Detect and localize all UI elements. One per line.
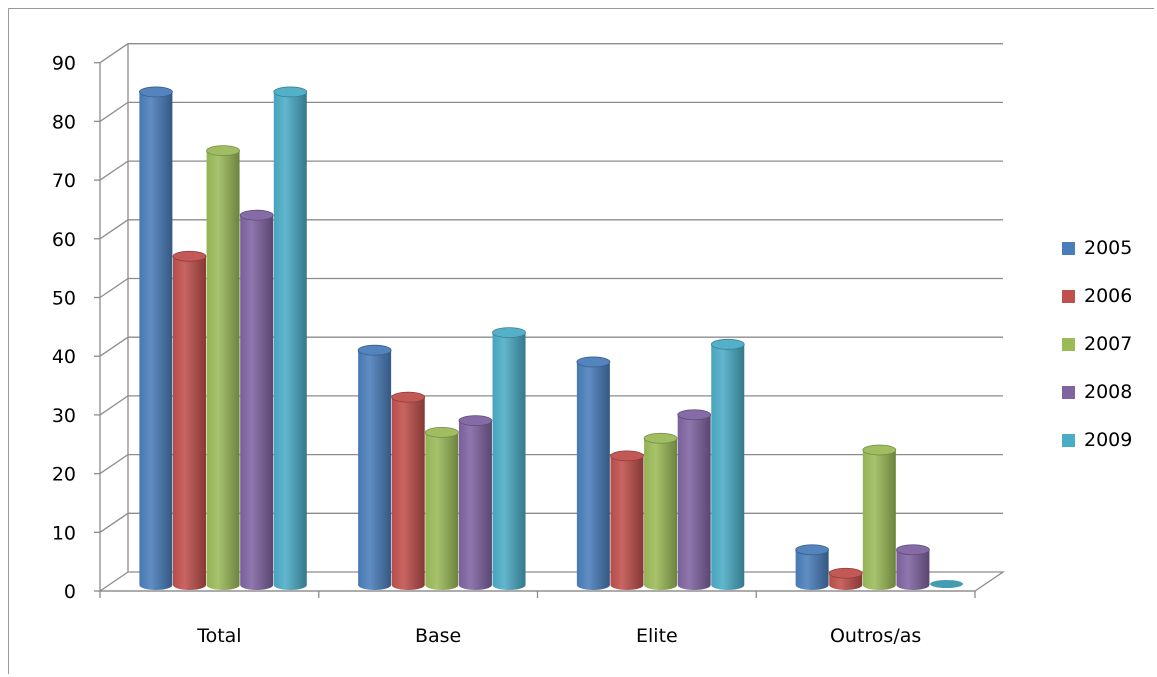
bar-top [862,444,897,456]
bar-body [358,350,392,590]
bar-body [492,332,526,590]
bar-body [644,438,678,590]
y-tick-label: 20 [52,464,76,486]
bar [896,544,930,590]
bar [138,86,173,591]
bar [828,567,863,590]
legend-swatch [1062,242,1075,255]
legend-swatch [1062,434,1075,447]
bar [424,426,459,590]
bar-body [795,549,829,590]
y-tick-label: 60 [52,229,76,251]
legend-item: 2006 [1062,285,1132,307]
category-label: Elite [636,625,678,647]
y-axis: 0 10 20 30 40 50 60 70 80 90 [52,53,101,603]
bar [172,250,207,590]
y-tick-label: 40 [52,346,76,368]
legend-item: 2009 [1062,429,1132,451]
category-label: Base [415,625,461,647]
bar-top [357,344,392,356]
bar [677,409,712,590]
y-tick-label: 10 [52,522,76,544]
bar-top [677,409,712,421]
y-tick-label: 30 [52,405,76,427]
bar [610,450,644,590]
bar-top [172,250,207,262]
bar [391,391,426,590]
legend-item: 2008 [1062,381,1132,403]
bar-body [610,455,644,590]
bar-body [862,449,896,590]
legend-label: 2007 [1084,333,1132,355]
legend-swatch [1062,290,1075,303]
y-tick-label: 90 [52,53,76,75]
bar [862,444,897,590]
y-tick-label: 0 [64,581,76,603]
gridline [99,277,1003,299]
bar-body [711,344,745,590]
bar-top [828,567,863,579]
bar-top [896,544,930,556]
bar-top [424,426,459,438]
y-tick-label: 50 [52,288,76,310]
bar-top [610,450,644,462]
gridline [99,160,1003,181]
bar [930,580,964,588]
legend-label: 2006 [1084,285,1132,307]
bar [576,356,611,590]
legend: 2005 2006 2007 2008 2009 [1062,237,1132,451]
bar-top [492,327,526,338]
chart-frame [8,8,1154,674]
bar [357,344,392,590]
legend-swatch [1062,338,1075,351]
gridline [99,219,1003,240]
bar-top [576,356,611,368]
legend-item: 2005 [1062,237,1132,259]
bars [138,86,964,591]
bar [643,432,678,590]
bar-body [458,420,492,590]
bar-body [240,215,274,590]
bar [710,338,745,590]
bar-top [795,544,830,556]
y-tick-label: 70 [52,170,76,192]
legend-item: 2007 [1062,333,1132,355]
legend-label: 2009 [1084,429,1132,451]
bar-top [710,338,745,350]
category-label: Outros/as [830,625,921,647]
bar-body [139,91,173,591]
gridline [99,336,1003,357]
bar-body [896,549,930,590]
gridline [99,101,1003,122]
bar-body [206,150,240,590]
legend-label: 2005 [1084,237,1132,259]
bar-body [172,256,206,590]
bar-top [458,415,493,427]
category-label: Total [196,625,241,647]
bar [458,415,493,590]
bar-top [138,86,173,98]
bar [795,544,830,590]
x-axis: Total Base Elite Outros/as [99,590,976,647]
bar-top [273,86,308,98]
bar [206,145,240,590]
bar [492,327,526,590]
bar-body [576,361,610,590]
y-tick-label: 80 [52,111,76,133]
bar [239,209,274,590]
bar-top [391,391,426,403]
bar-top [643,432,678,444]
bar [273,86,308,591]
gridline [99,43,1003,64]
legend-label: 2008 [1084,381,1132,403]
bar-body [391,397,425,590]
bar-body [425,432,459,590]
bar-body [677,414,711,590]
bar-top [239,209,274,221]
bar-body [273,91,307,591]
bar-top [206,145,240,157]
bar-top [930,580,964,588]
legend-swatch [1062,386,1075,399]
